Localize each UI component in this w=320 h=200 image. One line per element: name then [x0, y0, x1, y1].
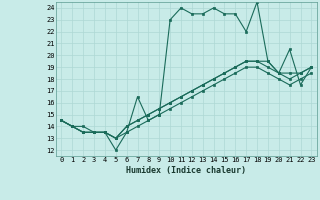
X-axis label: Humidex (Indice chaleur): Humidex (Indice chaleur): [126, 166, 246, 175]
